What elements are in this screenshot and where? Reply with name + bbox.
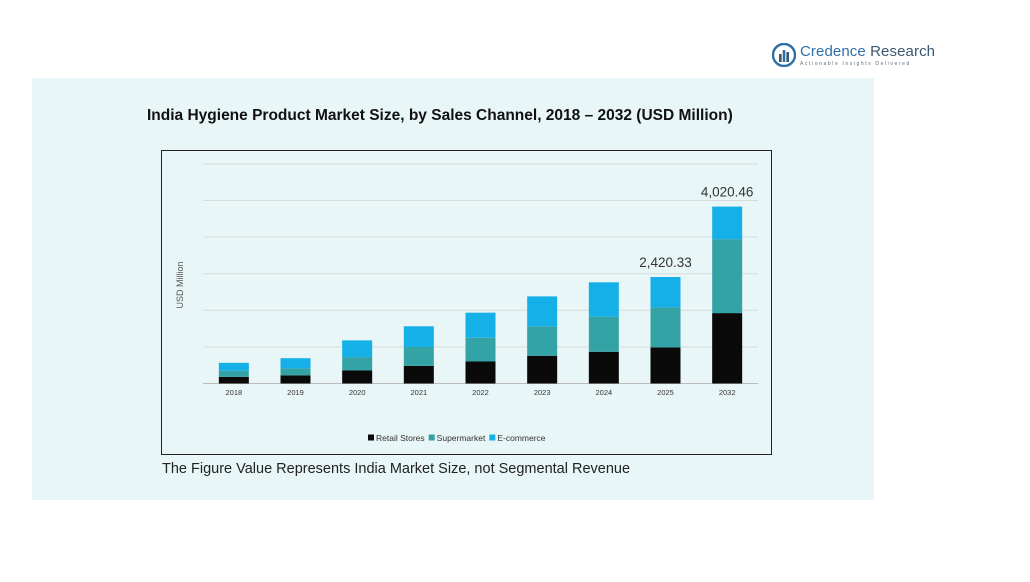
bar-segment-retail-stores [650, 347, 681, 384]
bar-segment-retail-stores [218, 376, 249, 384]
bar-segment-retail-stores [465, 361, 496, 384]
footnote: The Figure Value Represents India Market… [162, 461, 631, 477]
bar-segment-supermarket [465, 337, 496, 362]
bar-segment-retail-stores [403, 365, 434, 384]
bar-segment-retail-stores [588, 351, 619, 384]
total-value-label: 4,020.46 [701, 185, 754, 200]
legend-swatch [489, 434, 496, 441]
bar-segment-retail-stores [712, 313, 743, 384]
logo-name: Credence Research [800, 44, 935, 59]
bar-segment-e-commerce [280, 358, 311, 369]
chart-title: India Hygiene Product Market Size, by Sa… [147, 107, 733, 124]
bar-segment-supermarket [403, 346, 434, 366]
bar-segment-retail-stores [280, 375, 311, 384]
x-tick-label: 2032 [719, 388, 736, 397]
bar-segment-e-commerce [527, 296, 558, 327]
bar-segment-supermarket [588, 316, 619, 352]
x-tick-label: 2021 [410, 388, 427, 397]
bar-segment-supermarket [527, 326, 558, 356]
credence-logo-icon [772, 43, 796, 67]
bar-segment-retail-stores [527, 355, 558, 384]
legend-swatch [428, 434, 435, 441]
x-tick-label: 2019 [287, 388, 304, 397]
legend-swatch [368, 434, 374, 441]
x-tick-label: 2025 [657, 388, 674, 397]
x-tick-label: 2023 [534, 388, 551, 397]
logo-tagline: Actionable Insights Delivered [800, 60, 911, 67]
bar-segment-retail-stores [342, 370, 373, 384]
bar-segment-supermarket [650, 307, 681, 348]
legend-label: Supermarket [437, 433, 486, 443]
x-tick-label: 2018 [225, 388, 242, 397]
credence-research-logo: Credence Research Actionable Insights De… [772, 40, 935, 70]
bar-segment-e-commerce [342, 340, 373, 358]
bar-segment-e-commerce [588, 282, 619, 317]
legend-label: E-commerce [497, 433, 545, 443]
bar-segment-e-commerce [712, 206, 743, 240]
chart-frame [161, 150, 772, 455]
bar-segment-e-commerce [218, 362, 249, 371]
bar-segment-e-commerce [650, 277, 681, 308]
bar-segment-e-commerce [465, 312, 496, 338]
bar-segment-e-commerce [403, 326, 434, 347]
bar-segment-supermarket [342, 357, 373, 371]
bar-segment-supermarket [218, 370, 249, 377]
bar-segment-supermarket [280, 368, 311, 376]
y-axis-label: USD Million [175, 261, 185, 308]
legend-label: Retail Stores [376, 433, 425, 443]
bar-segment-supermarket [712, 239, 743, 314]
logo-name-part1: Credence [800, 42, 866, 60]
logo-name-part2: Research [865, 42, 936, 60]
total-value-label: 2,420.33 [639, 255, 692, 270]
x-tick-label: 2020 [349, 388, 366, 397]
x-tick-label: 2024 [595, 388, 612, 397]
x-tick-label: 2022 [472, 388, 489, 397]
